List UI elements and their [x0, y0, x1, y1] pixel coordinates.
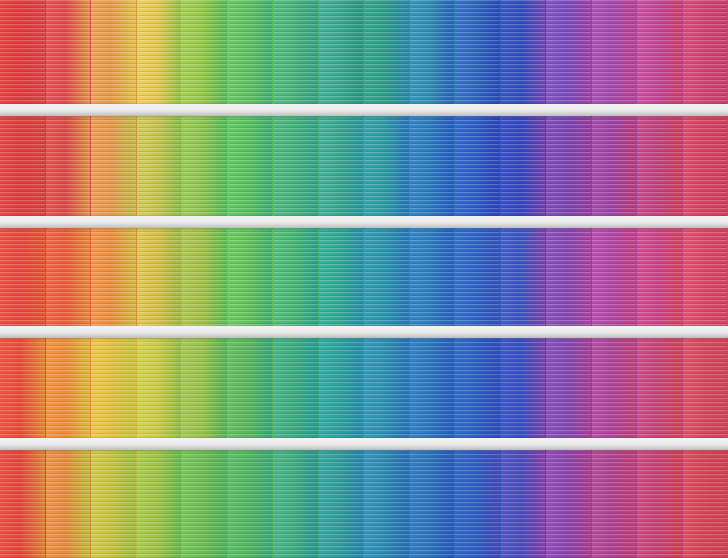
color-panel	[182, 116, 228, 216]
color-panel	[319, 228, 364, 326]
color-panel	[319, 338, 364, 438]
color-panel	[137, 0, 182, 104]
color-panel	[410, 0, 455, 104]
color-panel	[683, 450, 728, 558]
color-panel	[273, 450, 319, 558]
color-panel	[546, 228, 592, 326]
color-panel	[410, 116, 455, 216]
color-panel	[228, 228, 273, 326]
color-panel	[546, 450, 592, 558]
color-panel	[455, 450, 501, 558]
panel-row	[0, 228, 728, 326]
color-panel	[501, 116, 546, 216]
color-panel	[319, 450, 364, 558]
color-panel	[182, 338, 228, 438]
panel-row	[0, 338, 728, 438]
color-panel	[319, 0, 364, 104]
color-panel	[228, 450, 273, 558]
panel-row	[0, 116, 728, 216]
color-panel	[501, 228, 546, 326]
color-panel	[546, 0, 592, 104]
color-panel	[546, 116, 592, 216]
color-panel	[592, 0, 637, 104]
color-panel	[364, 338, 410, 438]
color-panel	[0, 0, 46, 104]
color-panel	[501, 338, 546, 438]
panel-row	[0, 0, 728, 104]
color-panel	[228, 116, 273, 216]
color-panel	[637, 450, 683, 558]
color-panel	[501, 0, 546, 104]
color-panel	[0, 116, 46, 216]
color-panel	[364, 450, 410, 558]
color-panel	[273, 116, 319, 216]
color-panel	[182, 0, 228, 104]
color-panel	[91, 450, 137, 558]
color-panel	[137, 228, 182, 326]
color-panel	[455, 338, 501, 438]
color-panel	[683, 0, 728, 104]
color-panel	[683, 116, 728, 216]
color-panel	[637, 116, 683, 216]
color-panel	[410, 450, 455, 558]
color-panel	[637, 0, 683, 104]
color-panel	[364, 228, 410, 326]
color-panel	[410, 338, 455, 438]
color-panel	[137, 338, 182, 438]
color-panel	[46, 116, 91, 216]
horizontal-divider	[0, 326, 728, 338]
color-panel	[273, 228, 319, 326]
color-panel	[455, 228, 501, 326]
color-panel	[273, 0, 319, 104]
color-panel	[46, 338, 91, 438]
color-panel	[592, 450, 637, 558]
color-panel	[0, 450, 46, 558]
panel-row	[0, 450, 728, 558]
color-panel	[46, 0, 91, 104]
color-panel	[319, 116, 364, 216]
color-panel	[0, 338, 46, 438]
horizontal-divider	[0, 104, 728, 116]
color-panel	[137, 450, 182, 558]
horizontal-divider	[0, 216, 728, 228]
color-panel	[91, 116, 137, 216]
color-panel	[592, 116, 637, 216]
color-panel	[364, 116, 410, 216]
color-panel	[637, 228, 683, 326]
color-panel	[46, 450, 91, 558]
color-panel	[228, 0, 273, 104]
color-panel	[592, 338, 637, 438]
color-panel	[182, 450, 228, 558]
color-panel	[683, 338, 728, 438]
color-panel	[592, 228, 637, 326]
color-panel	[410, 228, 455, 326]
color-panel	[683, 228, 728, 326]
color-panel	[364, 0, 410, 104]
color-panel	[546, 338, 592, 438]
color-panel	[91, 228, 137, 326]
color-panel	[637, 338, 683, 438]
color-panel	[91, 338, 137, 438]
color-panel	[455, 0, 501, 104]
color-panel	[46, 228, 91, 326]
color-panel	[0, 228, 46, 326]
color-panel	[455, 116, 501, 216]
color-panel	[182, 228, 228, 326]
color-panel	[273, 338, 319, 438]
horizontal-divider	[0, 438, 728, 450]
color-panel	[501, 450, 546, 558]
color-panel	[137, 116, 182, 216]
color-panel	[228, 338, 273, 438]
color-panel	[91, 0, 137, 104]
